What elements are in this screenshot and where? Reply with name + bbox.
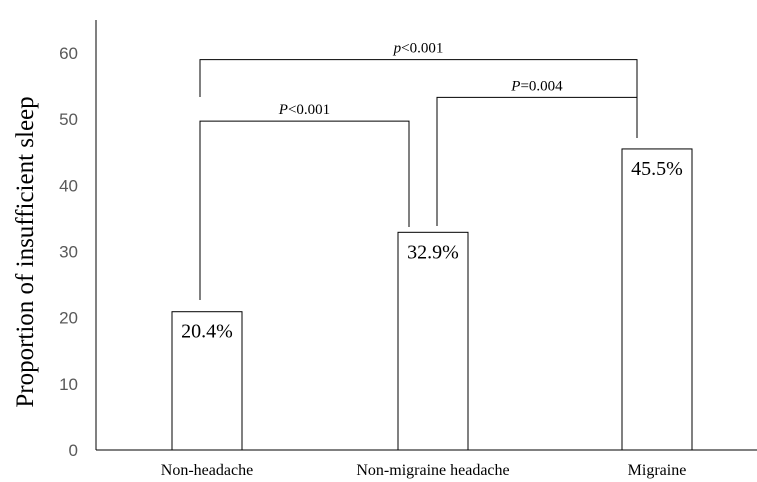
y-tick-label: 0 <box>69 441 78 460</box>
x-tick-label: Migraine <box>628 462 687 479</box>
p-value-label: P<0.001 <box>278 102 330 118</box>
y-tick-label: 40 <box>59 176 78 195</box>
data-label: 32.9% <box>407 241 459 263</box>
data-label: 45.5% <box>631 158 683 180</box>
bracket <box>199 59 638 97</box>
y-tick-label: 10 <box>59 375 78 394</box>
y-axis-label: Proportion of insufficient sleep <box>12 96 39 407</box>
x-tick-label: Non-headache <box>161 462 253 479</box>
y-ticks: 0 10 20 30 40 50 60 <box>59 44 78 460</box>
bracket <box>436 96 638 226</box>
y-tick-label: 20 <box>59 309 78 328</box>
data-label: 20.4% <box>181 321 233 343</box>
y-tick-label: 30 <box>59 243 78 262</box>
p-value-label: P=0.004 <box>510 78 563 94</box>
significance-brackets: p<0.001 P<0.001 P=0.004 <box>199 41 638 300</box>
x-tick-label: Non-migraine headache <box>356 462 509 479</box>
y-tick-label: 60 <box>59 44 78 63</box>
bar <box>397 231 469 451</box>
bracket <box>199 120 410 300</box>
p-value-label: p<0.001 <box>393 41 444 57</box>
bars: 20.4% Non-headache 32.9% Non-migraine heada… <box>161 148 693 479</box>
bar <box>621 148 693 451</box>
y-tick-label: 50 <box>59 110 78 129</box>
bar <box>171 311 243 451</box>
